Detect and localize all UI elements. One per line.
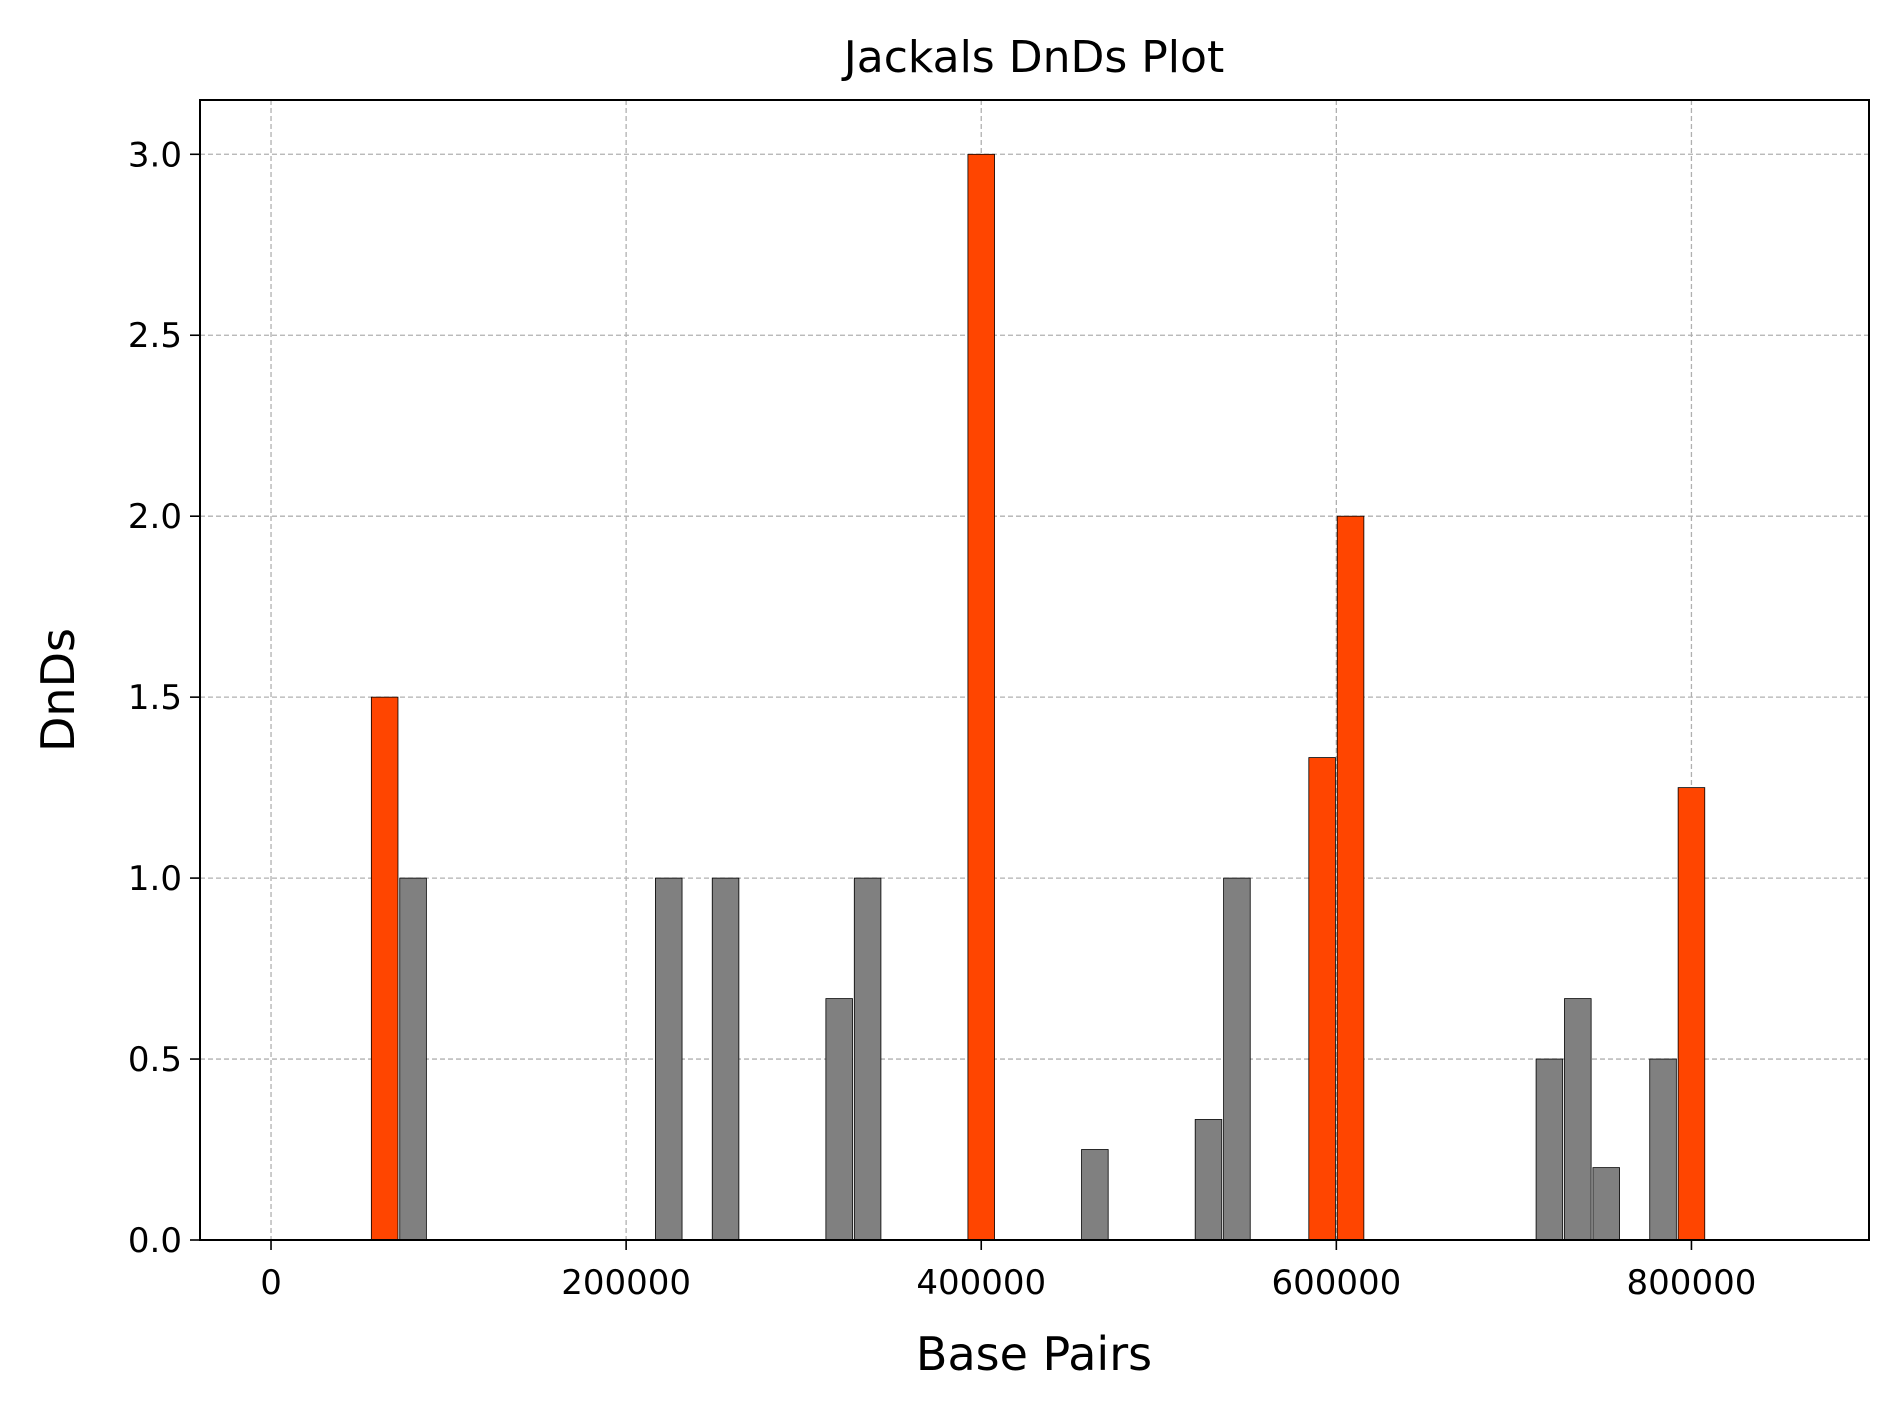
bar	[399, 877, 427, 1241]
x-tick-label: 200000	[561, 1263, 691, 1303]
x-axis-label: Base Pairs	[916, 1327, 1152, 1381]
bar-highlight	[967, 153, 995, 1241]
x-tick-label: 400000	[916, 1263, 1046, 1303]
bar	[711, 877, 740, 1241]
bar	[1649, 1058, 1677, 1241]
bar-highlight	[1677, 787, 1706, 1241]
bar	[1592, 1167, 1620, 1241]
y-tick-label: 2.0	[128, 497, 182, 537]
bar	[825, 998, 853, 1241]
chart-title: Jackals DnDs Plot	[841, 32, 1224, 83]
bar-highlight	[370, 696, 399, 1241]
y-tick-label: 0.5	[128, 1040, 182, 1080]
bar-highlight	[1336, 515, 1365, 1241]
bar	[1194, 1119, 1223, 1241]
y-tick-label: 1.5	[128, 678, 182, 718]
bar-highlight	[1308, 757, 1336, 1241]
bar	[1081, 1149, 1109, 1241]
axis-ticks: 0 200000 400000 600000 800000 0.0 0.5 1.0 1.5 2.0…	[128, 135, 1756, 1303]
bar	[853, 877, 882, 1241]
bar	[1535, 1058, 1564, 1241]
bar	[655, 877, 683, 1241]
bar	[1223, 877, 1251, 1241]
x-tick-label: 0	[260, 1263, 282, 1303]
y-tick-label: 1.0	[128, 859, 182, 899]
y-tick-label: 3.0	[128, 135, 182, 175]
plot-area-frame	[199, 99, 1870, 1241]
bars	[370, 153, 1706, 1241]
y-axis-label: DnDs	[31, 628, 85, 752]
y-tick-label: 0.0	[128, 1221, 182, 1261]
bar	[1564, 998, 1592, 1241]
x-tick-label: 800000	[1627, 1263, 1757, 1303]
y-tick-label: 2.5	[128, 316, 182, 356]
x-tick-label: 600000	[1271, 1263, 1401, 1303]
